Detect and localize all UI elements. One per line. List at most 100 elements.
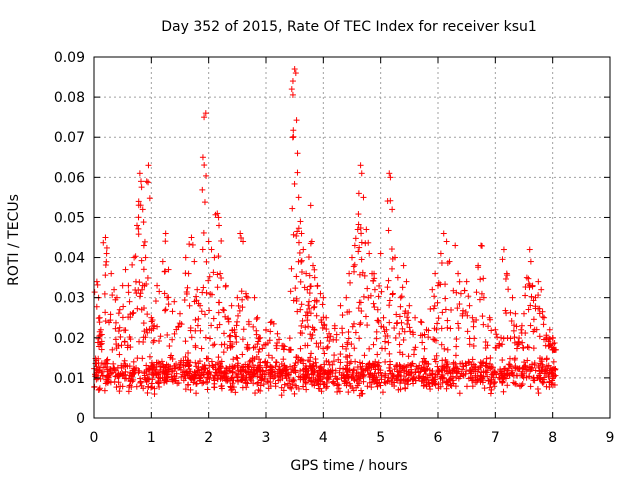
data-point: [437, 375, 444, 382]
data-point: [199, 154, 206, 161]
data-point: [536, 333, 543, 340]
data-point: [309, 332, 316, 339]
data-point: [419, 358, 426, 365]
data-point: [293, 384, 300, 391]
data-point: [329, 361, 336, 368]
data-point: [478, 374, 485, 381]
data-point: [298, 269, 305, 276]
data-point: [523, 366, 530, 373]
data-point: [242, 368, 249, 375]
data-point: [530, 345, 537, 352]
data-point: [420, 382, 427, 389]
data-point: [211, 380, 218, 387]
data-point: [272, 372, 279, 379]
data-point: [199, 186, 206, 193]
data-point: [247, 376, 254, 383]
data-point: [392, 334, 399, 341]
data-point: [127, 344, 134, 351]
data-point: [370, 374, 377, 381]
data-point: [305, 254, 312, 261]
data-point: [469, 383, 476, 390]
data-point: [405, 353, 412, 360]
data-point: [203, 289, 210, 296]
data-point: [134, 355, 141, 362]
data-point: [244, 294, 251, 301]
data-point: [91, 289, 98, 296]
data-point: [468, 361, 475, 368]
data-point: [193, 390, 200, 397]
data-point: [354, 370, 361, 377]
data-point: [479, 242, 486, 249]
x-tick-label: 3: [262, 430, 271, 446]
data-point: [146, 195, 153, 202]
data-point: [279, 368, 286, 375]
data-point: [523, 274, 530, 281]
data-point: [437, 250, 444, 257]
data-point: [295, 239, 302, 246]
data-point: [311, 266, 318, 273]
data-point: [386, 367, 393, 374]
data-point: [453, 369, 460, 376]
data-point: [115, 371, 122, 378]
data-point: [246, 358, 253, 365]
data-point: [151, 385, 158, 392]
data-point: [136, 170, 143, 177]
data-point: [185, 349, 192, 356]
data-point: [299, 330, 306, 337]
data-point: [218, 374, 225, 381]
data-point: [97, 341, 104, 348]
data-point: [307, 202, 314, 209]
data-point: [488, 371, 495, 378]
data-point: [281, 343, 288, 350]
data-point: [475, 264, 482, 271]
data-point: [280, 356, 287, 363]
data-point: [405, 309, 412, 316]
data-point: [155, 374, 162, 381]
data-point: [186, 302, 193, 309]
data-point: [306, 272, 313, 279]
data-point: [502, 375, 509, 382]
data-point: [432, 358, 439, 365]
data-point: [357, 299, 364, 306]
data-point: [505, 361, 512, 368]
data-point: [352, 235, 359, 242]
data-point: [361, 272, 368, 279]
y-axis-label: ROTI / TECUs: [6, 194, 22, 286]
data-point: [373, 328, 380, 335]
data-point: [251, 370, 258, 377]
data-point: [426, 367, 433, 374]
data-point: [262, 341, 269, 348]
data-point: [499, 379, 506, 386]
data-point: [313, 312, 320, 319]
data-point: [368, 384, 375, 391]
data-point: [154, 323, 161, 330]
data-point: [366, 379, 373, 386]
data-point: [527, 322, 534, 329]
data-point: [314, 283, 321, 290]
data-point: [140, 339, 147, 346]
data-point: [312, 359, 319, 366]
data-point: [292, 285, 299, 292]
data-point: [195, 360, 202, 367]
data-point: [204, 374, 211, 381]
data-point: [169, 377, 176, 384]
data-point: [362, 240, 369, 247]
data-point: [137, 290, 144, 297]
data-point: [456, 301, 463, 308]
data-point: [98, 346, 105, 353]
data-point: [385, 227, 392, 234]
data-point: [131, 254, 138, 261]
data-point: [288, 385, 295, 392]
data-point: [96, 314, 103, 321]
data-point: [546, 326, 553, 333]
data-point: [386, 319, 393, 326]
data-point: [134, 222, 140, 229]
data-point: [386, 350, 393, 357]
data-point: [504, 382, 511, 389]
data-point: [280, 346, 287, 353]
data-point: [488, 327, 495, 334]
data-point: [540, 376, 547, 383]
data-point: [266, 337, 273, 344]
data-point: [214, 271, 221, 278]
data-point: [250, 371, 257, 378]
